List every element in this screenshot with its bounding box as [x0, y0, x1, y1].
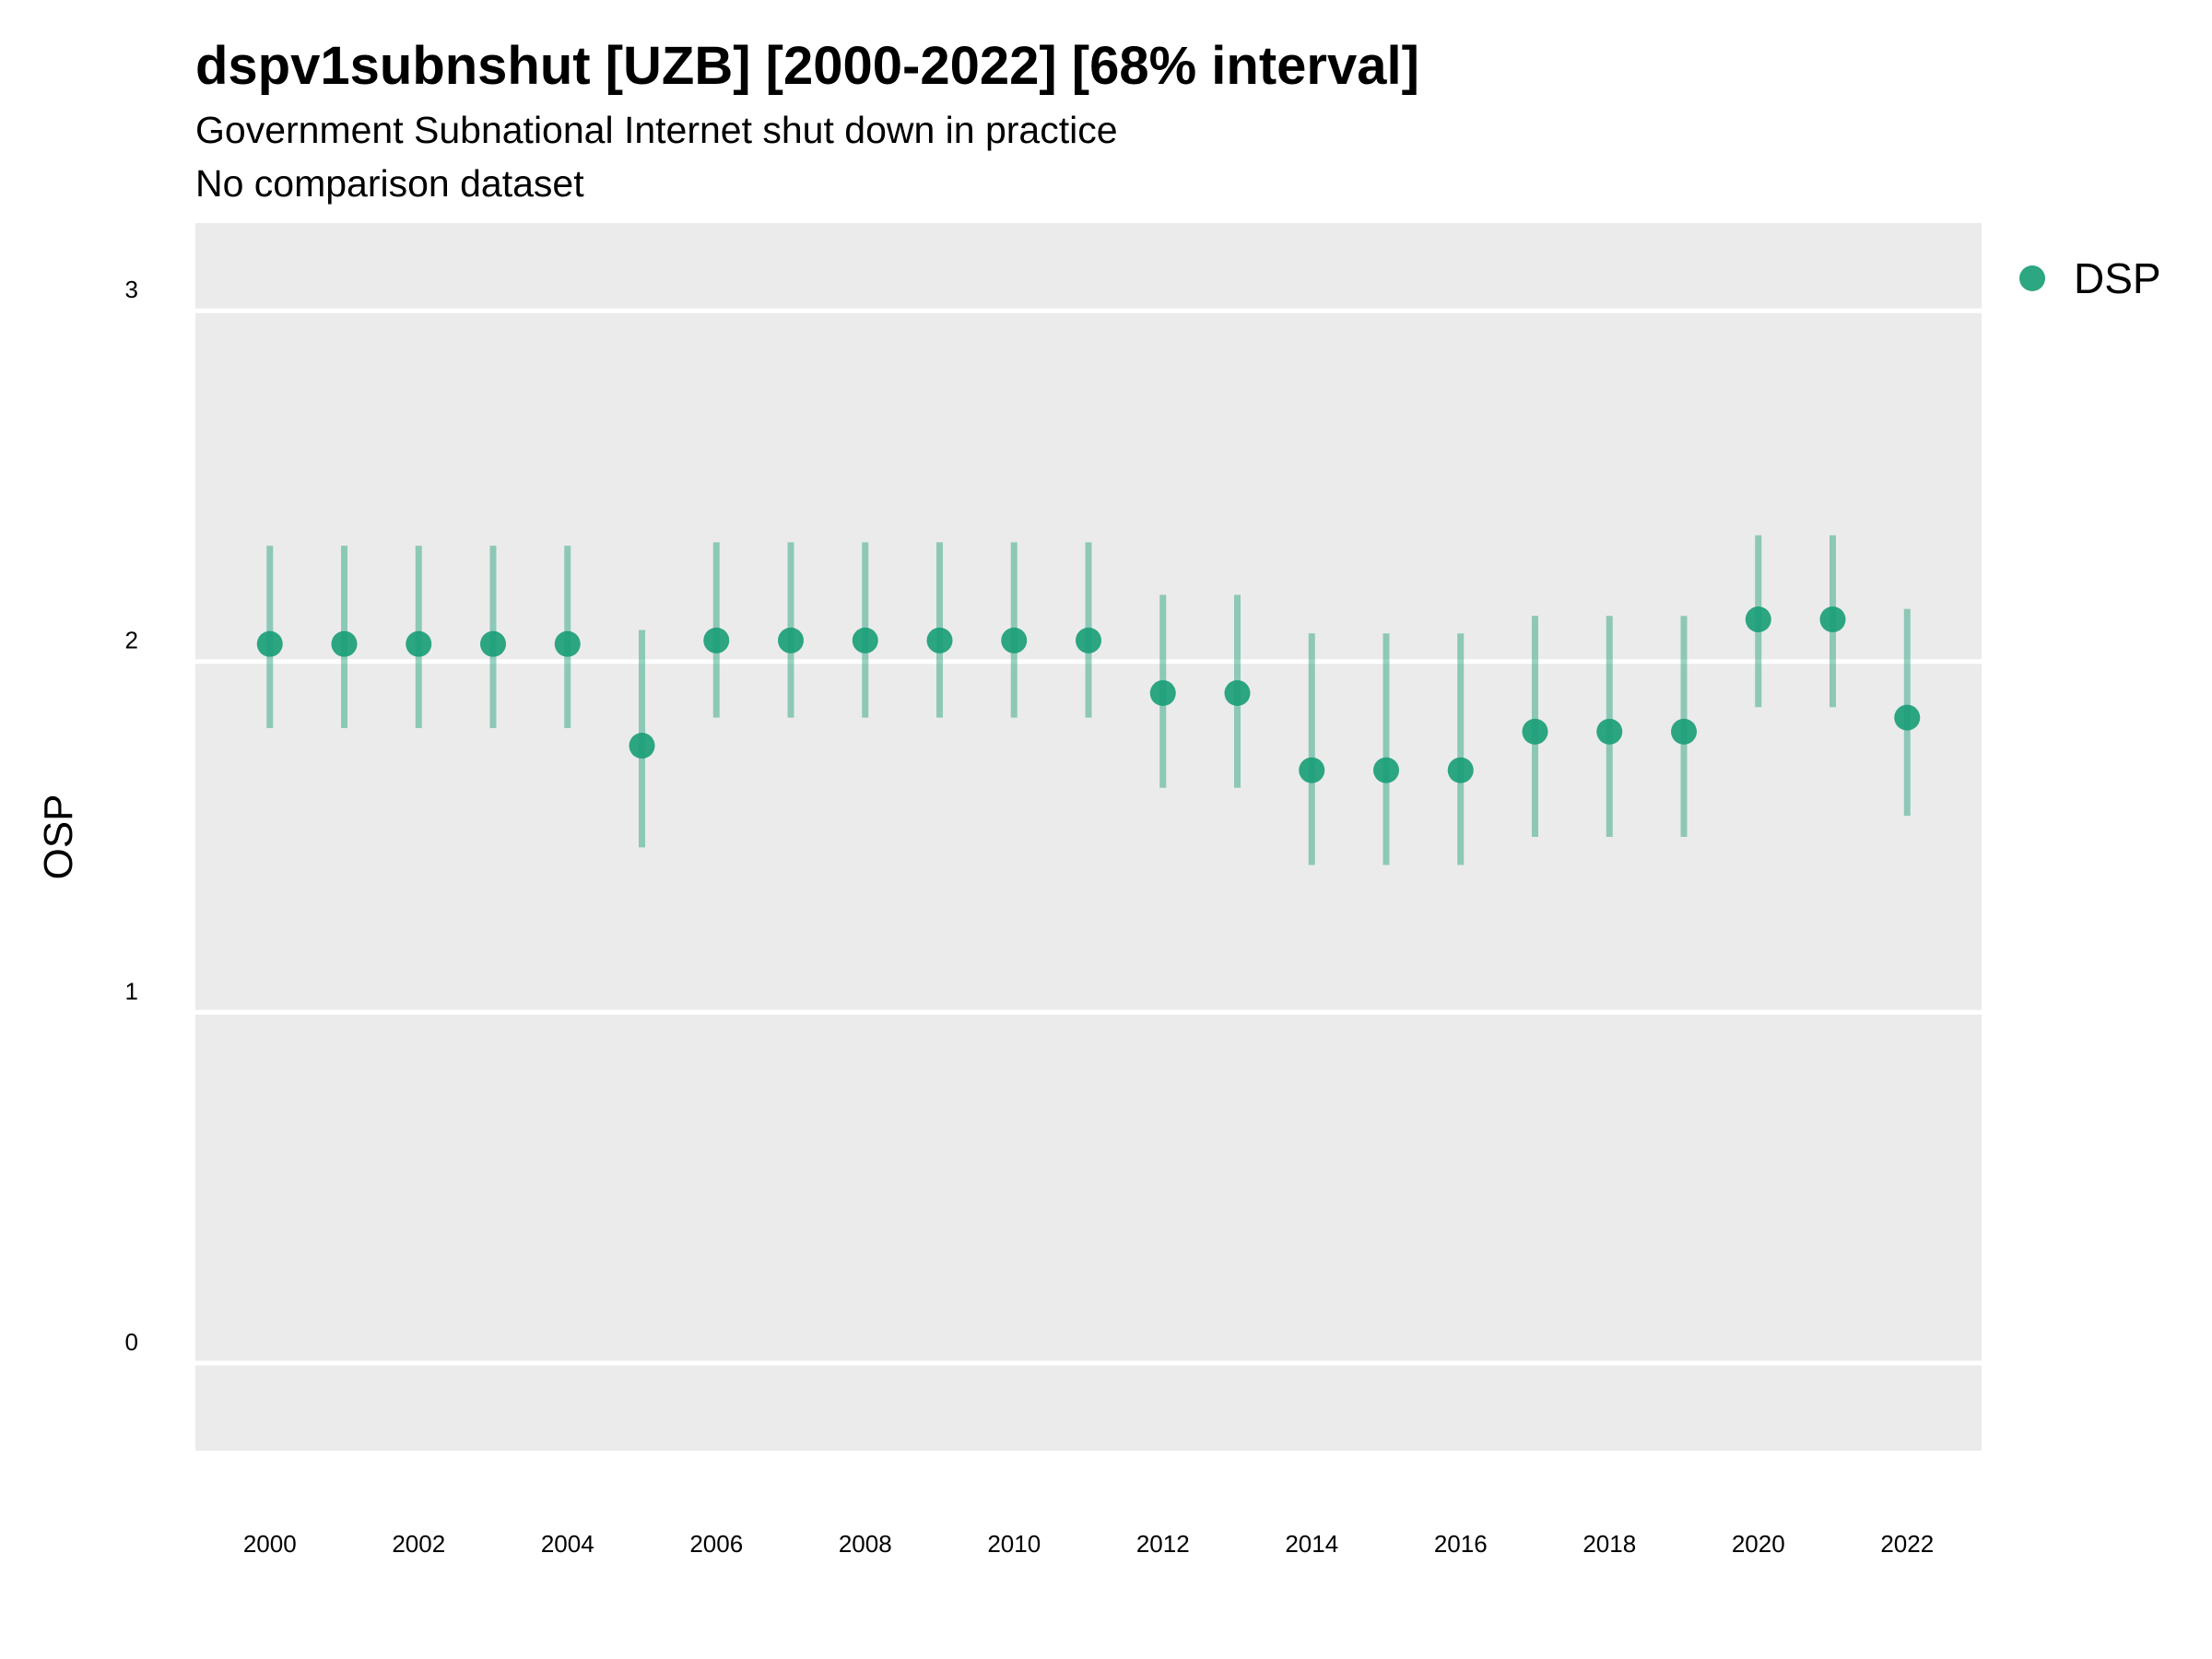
- y-tick-label: 3: [125, 276, 138, 303]
- data-point: [1373, 757, 1399, 783]
- y-tick-label: 2: [125, 627, 138, 654]
- legend-marker: [2019, 265, 2045, 291]
- data-point: [926, 627, 953, 653]
- chart-subtitle: Government Subnational Internet shut dow…: [195, 109, 1118, 151]
- chart-title: dspv1subnshut [UZB] [2000-2022] [68% int…: [195, 36, 1419, 96]
- data-point: [629, 733, 655, 759]
- plot-panel: [195, 223, 1982, 1451]
- x-tick-labels: 2000 2002 2004 2006 2008 2010 2012 2014 2016 2018…: [243, 1530, 1934, 1558]
- data-point: [1671, 718, 1697, 745]
- data-point: [1596, 718, 1623, 745]
- data-point: [1894, 704, 1921, 731]
- data-point: [778, 627, 804, 653]
- x-tick-label: 2008: [839, 1530, 892, 1558]
- legend-label: DSP: [2074, 254, 2161, 302]
- data-point: [852, 627, 878, 653]
- data-point: [256, 630, 283, 657]
- data-point: [1745, 606, 1771, 633]
- legend: DSP: [2019, 254, 2161, 302]
- data-point: [1076, 627, 1101, 653]
- x-tick-label: 2012: [1136, 1530, 1190, 1558]
- data-point: [480, 630, 506, 657]
- y-tick-label: 1: [125, 977, 138, 1005]
- y-axis-title: OSP: [36, 794, 81, 880]
- chart-subtitle-comparison: No comparison dataset: [195, 162, 584, 205]
- data-point: [1819, 606, 1846, 633]
- y-tick-labels: 0 1 2 3: [125, 276, 138, 1356]
- data-point: [1299, 757, 1325, 783]
- y-tick-label: 0: [125, 1328, 138, 1356]
- data-point: [1224, 679, 1251, 706]
- data-point: [1522, 718, 1548, 745]
- x-tick-label: 2000: [243, 1530, 297, 1558]
- data-point: [554, 630, 581, 657]
- x-tick-label: 2020: [1732, 1530, 1785, 1558]
- x-tick-label: 2004: [541, 1530, 594, 1558]
- data-points: [256, 606, 1921, 783]
- x-tick-label: 2014: [1285, 1530, 1338, 1558]
- data-point: [1149, 679, 1176, 706]
- x-tick-label: 2018: [1583, 1530, 1636, 1558]
- x-tick-label: 2016: [1434, 1530, 1488, 1558]
- x-tick-label: 2022: [1880, 1530, 1934, 1558]
- x-tick-label: 2010: [987, 1530, 1041, 1558]
- data-point: [1447, 757, 1474, 783]
- data-point: [703, 627, 730, 653]
- x-tick-label: 2002: [392, 1530, 445, 1558]
- data-point: [331, 630, 358, 657]
- data-point: [406, 630, 432, 657]
- data-point: [1001, 627, 1028, 653]
- gridlines: [195, 308, 1982, 1366]
- x-tick-label: 2006: [689, 1530, 743, 1558]
